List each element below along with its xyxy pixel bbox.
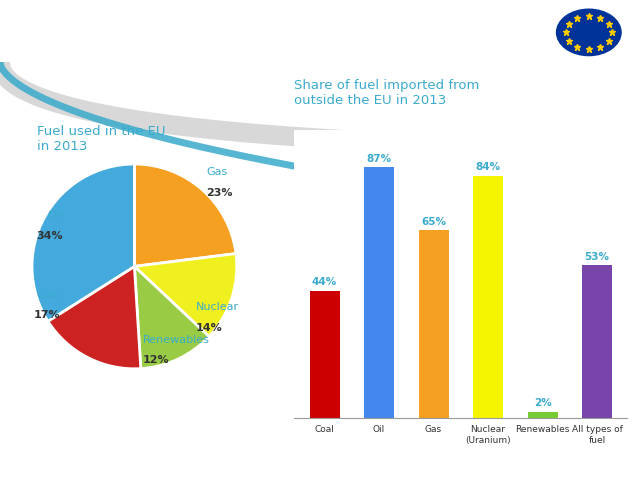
Text: Share of fuel imported from
outside the EU in 2013: Share of fuel imported from outside the … (294, 79, 480, 107)
Text: 17%: 17% (34, 311, 61, 321)
Text: 84%: 84% (476, 162, 500, 172)
Bar (473, 176, 503, 418)
Text: 34%: 34% (36, 230, 63, 240)
Text: Nuclear: Nuclear (196, 302, 239, 312)
Bar (582, 265, 612, 418)
Bar (364, 167, 394, 418)
Text: 65%: 65% (421, 217, 446, 227)
Wedge shape (134, 253, 237, 336)
Wedge shape (134, 164, 236, 266)
Text: Renewables: Renewables (143, 335, 209, 345)
Text: 53%: 53% (584, 252, 609, 262)
Wedge shape (134, 266, 209, 369)
Bar (419, 230, 449, 418)
Wedge shape (32, 164, 134, 321)
Circle shape (557, 9, 621, 56)
Text: Gas: Gas (206, 168, 227, 177)
Text: Fuel used in the EU
in 2013: Fuel used in the EU in 2013 (37, 125, 166, 153)
Bar (527, 412, 557, 418)
Text: Energy sources in a changing world: Energy sources in a changing world (19, 22, 411, 41)
Text: 2%: 2% (534, 398, 552, 408)
Bar (310, 291, 339, 418)
Text: 44%: 44% (312, 277, 337, 288)
Text: Coal: Coal (36, 290, 61, 300)
Text: 12%: 12% (143, 356, 169, 365)
Text: 14%: 14% (196, 323, 223, 333)
Text: 87%: 87% (367, 154, 392, 164)
Text: Oil: Oil (48, 210, 63, 220)
Text: 23%: 23% (206, 188, 232, 198)
Wedge shape (48, 266, 141, 369)
